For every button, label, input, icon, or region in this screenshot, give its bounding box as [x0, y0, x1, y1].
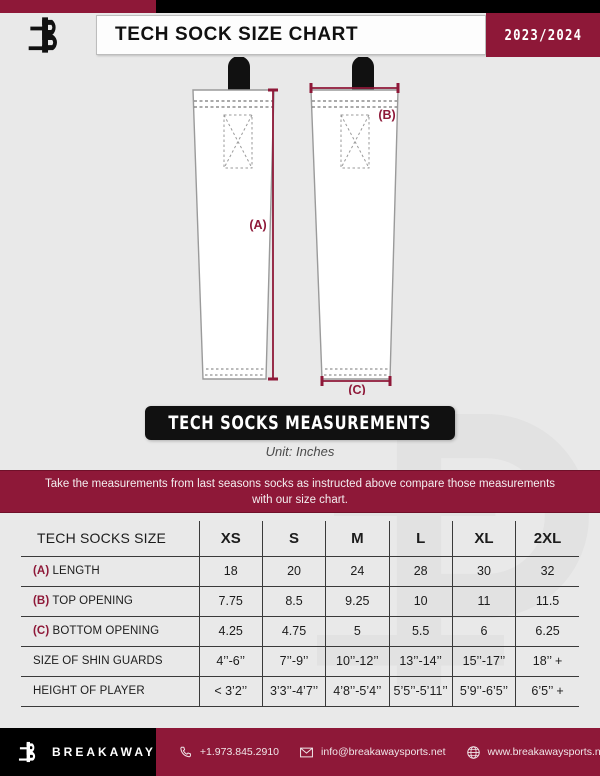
instruction-band: Take the measurements from last seasons … [0, 470, 600, 513]
table-cell: 4.25 [198, 615, 263, 647]
size-table-wrap: TECH SOCKS SIZE XS S M L XL 2XL (A) LENG… [21, 521, 579, 707]
table-cell: 6.25 [515, 615, 579, 647]
dimension-line-a [268, 88, 278, 381]
footer-email-text: info@breakawaysports.net [321, 746, 446, 758]
table-row-label: (B) TOP OPENING [21, 585, 200, 617]
table-cell: 5 [325, 615, 390, 647]
dimension-label-a: (A) [249, 218, 266, 232]
season-year-text: 2023/2024 [504, 26, 582, 44]
measurements-title: TECH SOCKS MEASUREMENTS [168, 412, 432, 434]
top-color-strip [0, 0, 600, 13]
sock-back-diagram [310, 57, 399, 380]
page-title: TECH SOCK SIZE CHART [115, 24, 359, 45]
footer-phone[interactable]: +1.973.845.2910 [178, 745, 279, 760]
table-header-cell: M [325, 521, 390, 557]
footer-brand: BREAKAWAY [0, 728, 156, 776]
table-cell: 7’’-9’’ [261, 645, 327, 677]
table-cell: 10’’-12’’ [325, 645, 390, 677]
table-cell: 18 [198, 555, 263, 587]
season-year-badge: 2023/2024 [486, 13, 600, 57]
size-table: TECH SOCKS SIZE XS S M L XL 2XL (A) LENG… [21, 521, 579, 707]
table-cell: 5’9’’-6’5’’ [451, 675, 517, 707]
page-title-box: TECH SOCK SIZE CHART [96, 15, 486, 55]
table-cell: 24 [325, 555, 390, 587]
table-cell: 13’’-14’’ [388, 645, 453, 677]
header-logo [0, 13, 96, 57]
table-row: HEIGHT OF PLAYER < 3’2’’ 3’3’’-4’7’’ 4’8’’-… [21, 675, 579, 707]
row-tag: (C) [33, 625, 50, 637]
table-body: (A) LENGTH 18 20 24 28 30 32 (B) TOP OPENING 7.7… [21, 555, 579, 707]
top-strip-black [156, 0, 600, 13]
table-cell: 30 [451, 555, 517, 587]
footer-website[interactable]: www.breakawaysports.net [466, 745, 600, 760]
instruction-text: Take the measurements from last seasons … [44, 477, 556, 506]
dimension-line-c [320, 376, 392, 386]
table-cell: 18’’ + [515, 645, 579, 677]
table-row-label: SIZE OF SHIN GUARDS [21, 645, 200, 677]
table-header-cell: XL [452, 521, 517, 557]
table-cell: 4’8’’-5’4’’ [325, 675, 390, 707]
table-header-cell: XS [199, 521, 263, 557]
table-header-cell: 2XL [515, 521, 579, 557]
table-row: (B) TOP OPENING 7.75 8.5 9.25 10 11 11.5 [21, 585, 579, 617]
table-row: (C) BOTTOM OPENING 4.25 4.75 5 5.5 6 6.25 [21, 615, 579, 647]
row-tag: (B) [33, 595, 50, 607]
table-header-cell: TECH SOCKS SIZE [21, 521, 200, 557]
table-header-cell: S [262, 521, 327, 557]
row-tag: (A) [33, 565, 50, 577]
dimension-label-b: (B) [378, 108, 395, 122]
table-cell: 9.25 [325, 585, 390, 617]
page-footer: BREAKAWAY +1.973.845.2910 info@breakaway… [0, 728, 600, 776]
table-cell: 4’’-6’’ [198, 645, 263, 677]
breakaway-b-logo-icon [28, 17, 57, 53]
table-header-row: TECH SOCKS SIZE XS S M L XL 2XL [21, 521, 579, 557]
top-strip-maroon [0, 0, 156, 13]
table-cell: 4.75 [261, 615, 327, 647]
footer-phone-text: +1.973.845.2910 [199, 746, 280, 758]
table-cell: 11 [451, 585, 517, 617]
footer-brand-name: BREAKAWAY [52, 745, 156, 759]
table-cell: 20 [261, 555, 327, 587]
page-header: TECH SOCK SIZE CHART 2023/2024 [0, 13, 600, 57]
sock-diagram-area: (A) (B) [0, 57, 600, 395]
table-row: SIZE OF SHIN GUARDS 4’’-6’’ 7’’-9’’ 10’’-12… [21, 645, 579, 677]
table-cell: 5’5’’-5’11’’ [388, 675, 453, 707]
sock-front-diagram [192, 57, 275, 380]
envelope-icon [300, 747, 313, 757]
measurements-title-bar: TECH SOCKS MEASUREMENTS [145, 406, 455, 440]
breakaway-b-logo-icon [18, 741, 36, 763]
table-cell: 8.5 [261, 585, 327, 617]
footer-website-text: www.breakawaysports.net [487, 746, 600, 758]
dimension-label-c: (C) [348, 383, 365, 395]
table-cell: 3’3’’-4’7’’ [261, 675, 327, 707]
table-cell: 11.5 [515, 585, 579, 617]
table-row-label: HEIGHT OF PLAYER [21, 675, 200, 707]
dimension-line-b [309, 83, 400, 93]
table-row-label: (C) BOTTOM OPENING [21, 615, 200, 647]
table-row: (A) LENGTH 18 20 24 28 30 32 [21, 555, 579, 587]
table-cell: 6’5’’ + [515, 675, 579, 707]
unit-label: Unit: Inches [265, 444, 335, 459]
table-cell: 28 [388, 555, 453, 587]
table-row-label: (A) LENGTH [21, 555, 200, 587]
table-cell: < 3’2’’ [198, 675, 263, 707]
table-cell: 7.75 [198, 585, 263, 617]
table-cell: 10 [388, 585, 453, 617]
table-header-cell: L [389, 521, 453, 557]
table-cell: 6 [451, 615, 517, 647]
globe-icon [466, 745, 480, 759]
table-cell: 5.5 [388, 615, 453, 647]
phone-icon [180, 746, 191, 757]
table-cell: 15’’-17’’ [451, 645, 517, 677]
table-cell: 32 [515, 555, 579, 587]
footer-contacts: +1.973.845.2910 info@breakawaysports.net [156, 745, 600, 760]
footer-email[interactable]: info@breakawaysports.net [299, 745, 446, 760]
